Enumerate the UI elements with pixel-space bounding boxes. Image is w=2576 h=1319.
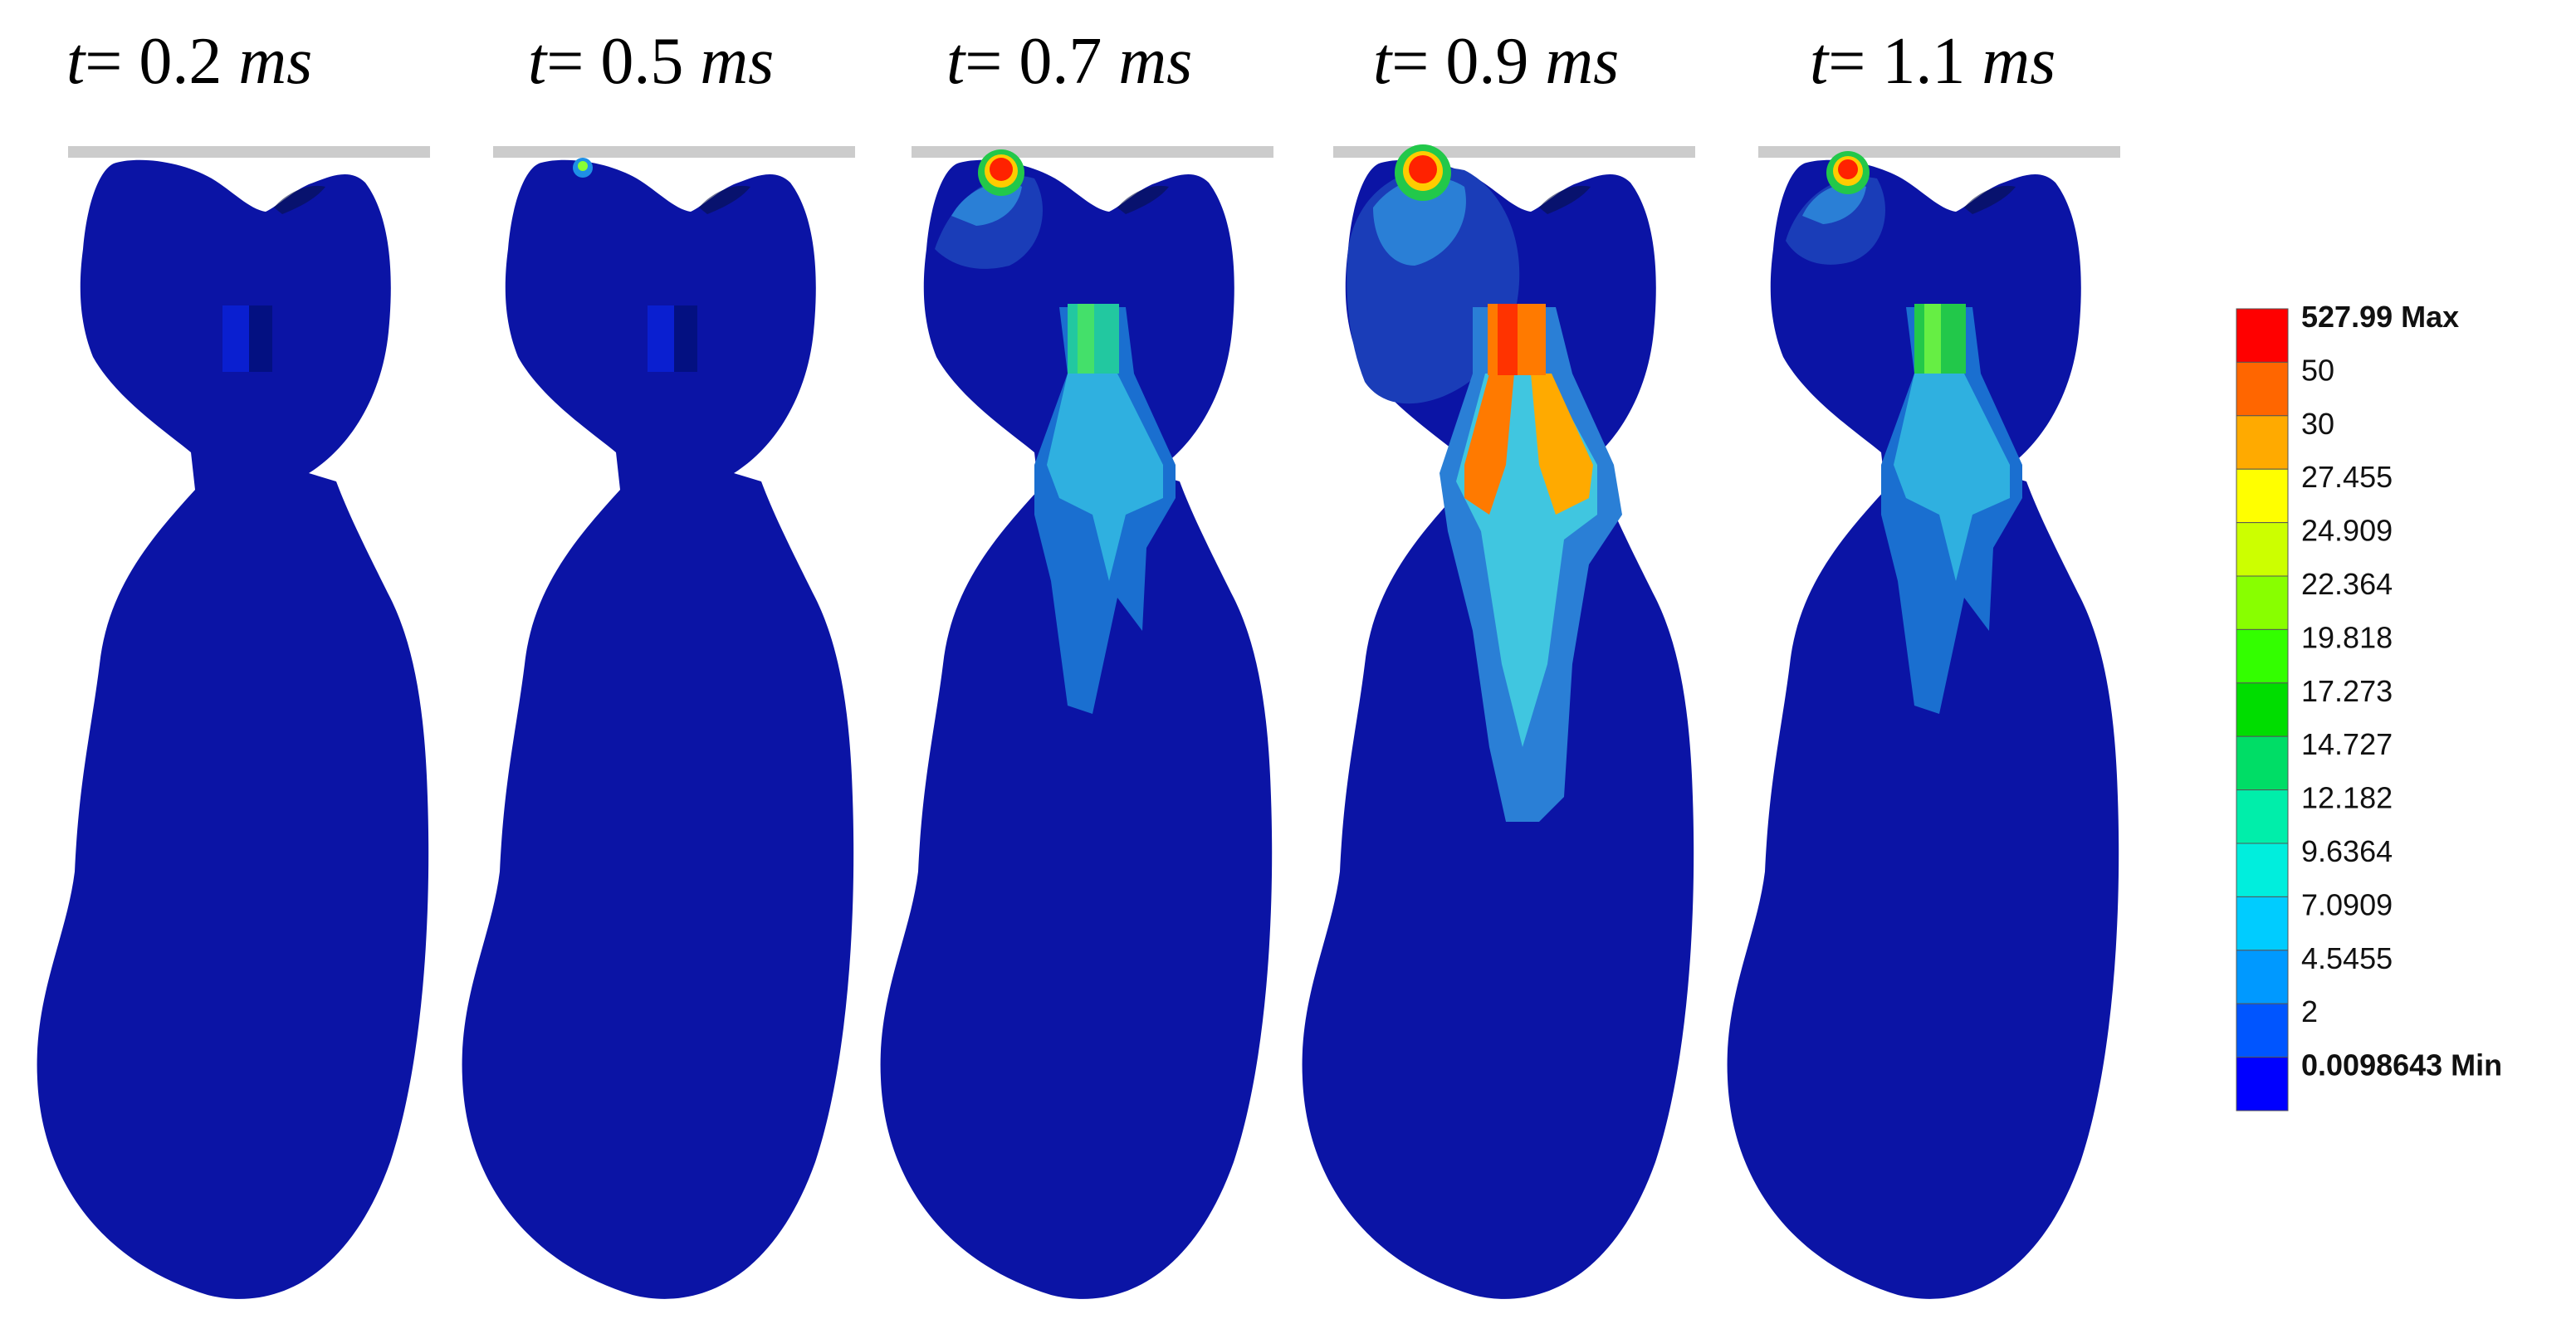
legend-label: 27.455 [2301, 460, 2393, 494]
loading-plate [493, 146, 855, 158]
time-labels: t= 0.2 ms t= 0.5 ms t= 0.7 ms t= 0.9 ms … [66, 25, 2055, 98]
legend-swatch [2236, 843, 2289, 897]
color-legend: 527.99 Max 50 30 27.455 24.909 22.364 19.818 17… [2236, 300, 2502, 1111]
frame-1-time-label: t= 0.2 ms [66, 25, 312, 98]
legend-swatch [2236, 789, 2289, 844]
legend-swatch [2236, 468, 2289, 524]
legend-label: 24.909 [2301, 514, 2393, 548]
frame-5-contour [1727, 146, 2120, 1299]
legend-label: 9.6364 [2301, 834, 2393, 868]
loading-plate [1333, 146, 1695, 158]
legend-swatch [2236, 896, 2289, 951]
legend-swatch [2236, 682, 2289, 737]
legend-label: 2 [2301, 994, 2318, 1028]
legend-swatch [2236, 1003, 2289, 1058]
legend-swatch [2236, 950, 2289, 1004]
frame-2-time-label: t= 0.5 ms [528, 25, 774, 98]
legend-label: 7.0909 [2301, 887, 2393, 921]
legend-label: 17.273 [2301, 674, 2393, 708]
frame-4-time-label: t= 0.9 ms [1373, 25, 1619, 98]
legend-label: 527.99 Max [2301, 300, 2459, 334]
frame-2-contour [462, 146, 855, 1299]
legend-label: 0.0098643 Min [2301, 1048, 2502, 1082]
legend-swatch [2236, 1057, 2289, 1111]
legend-swatch [2236, 575, 2289, 630]
legend-label: 14.727 [2301, 727, 2393, 761]
legend-label: 22.364 [2301, 567, 2393, 601]
frame-5-time-label: t= 1.1 ms [1810, 25, 2055, 98]
loading-plate [68, 146, 430, 158]
legend-label: 4.5455 [2301, 941, 2393, 975]
loading-plate [1758, 146, 2120, 158]
legend-swatch [2236, 735, 2289, 791]
legend-swatch [2236, 415, 2289, 470]
legend-label: 19.818 [2301, 620, 2393, 654]
frame-4-contour [1302, 144, 1695, 1299]
legend-label: 12.182 [2301, 781, 2393, 815]
frame-3-contour [880, 146, 1273, 1299]
legend-swatch [2236, 628, 2289, 684]
frame-3-time-label: t= 0.7 ms [946, 25, 1192, 98]
legend-swatch [2236, 522, 2289, 577]
legend-label: 30 [2301, 407, 2334, 441]
frame-1-contour [37, 146, 430, 1299]
legend-swatch [2236, 308, 2289, 363]
legend-label: 50 [2301, 353, 2334, 387]
legend-swatch [2236, 361, 2289, 417]
loading-plate [912, 146, 1273, 158]
